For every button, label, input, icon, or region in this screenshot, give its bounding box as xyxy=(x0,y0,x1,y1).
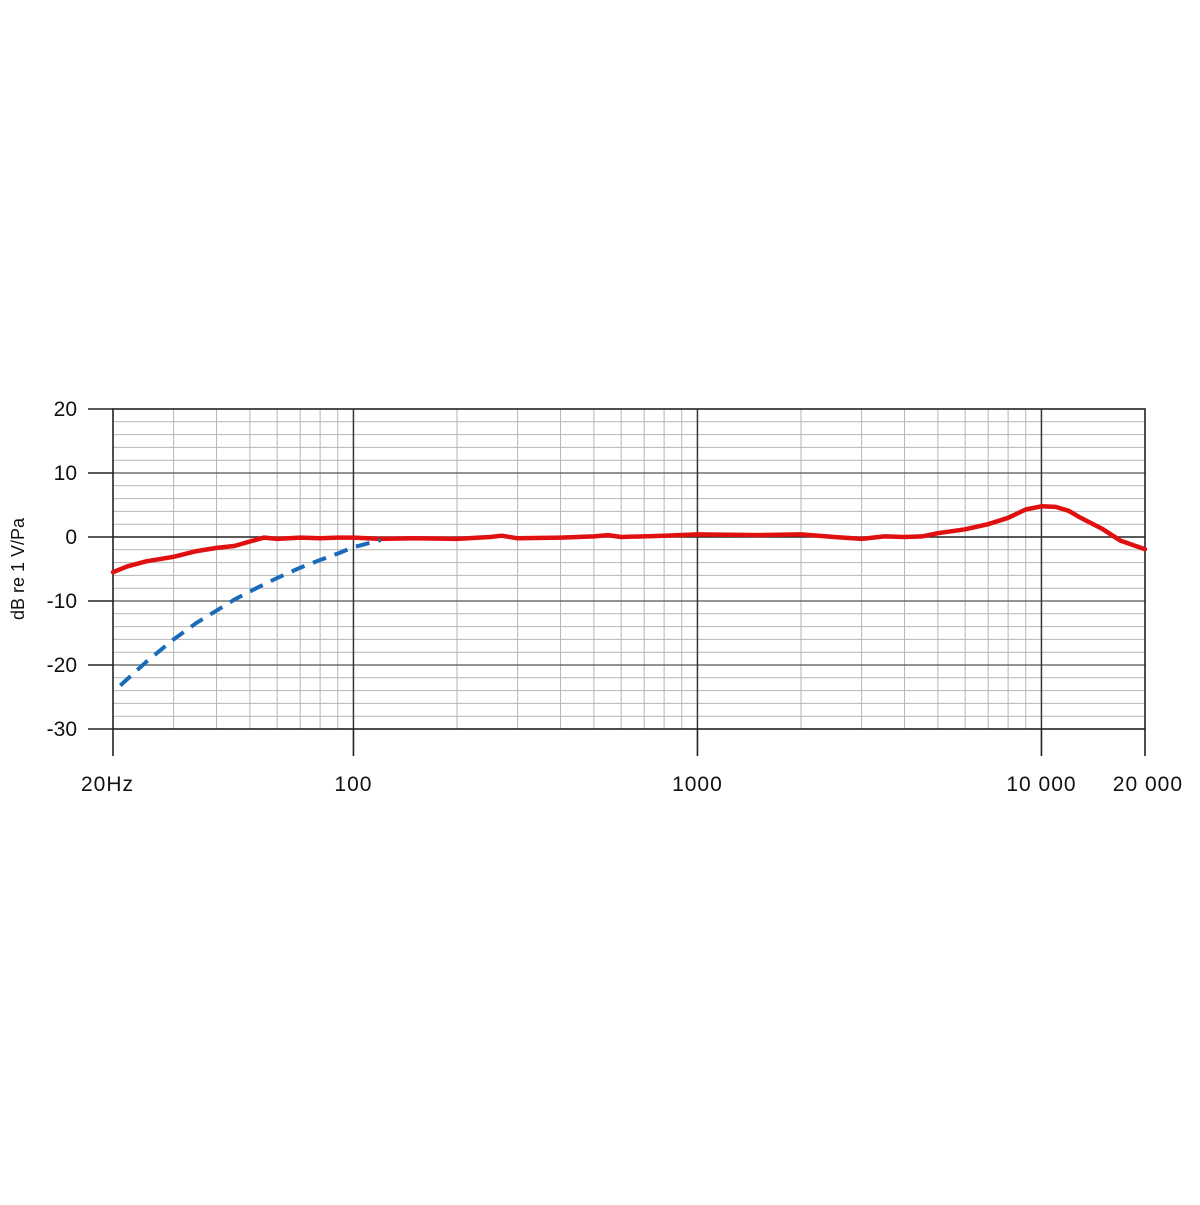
y-tick-label: -30 xyxy=(47,718,77,741)
y-tick-label: 0 xyxy=(65,526,77,549)
y-axis-label: dB re 1 V/Pa xyxy=(8,517,28,620)
x-tick-label: 1000 xyxy=(672,773,723,796)
series-layer xyxy=(110,504,1148,687)
x-tick-label: 20Hz xyxy=(81,773,134,796)
x-tick-label: 100 xyxy=(334,773,372,796)
series-line-dashed xyxy=(118,538,382,687)
y-tick-label: 20 xyxy=(54,398,77,421)
y-tick-label: -10 xyxy=(47,590,77,613)
plot-area-frame xyxy=(112,408,1146,730)
y-tick-label: -20 xyxy=(47,654,77,677)
series-line-solid xyxy=(110,504,1148,575)
x-tick-label: 20 000 xyxy=(1113,773,1183,796)
y-tick-label: 10 xyxy=(54,462,77,485)
major-gridlines xyxy=(113,409,1145,729)
x-tick-label: 10 000 xyxy=(1006,773,1076,796)
axis-ticks xyxy=(88,408,1146,756)
minor-horizontal-gridlines xyxy=(113,421,1145,717)
